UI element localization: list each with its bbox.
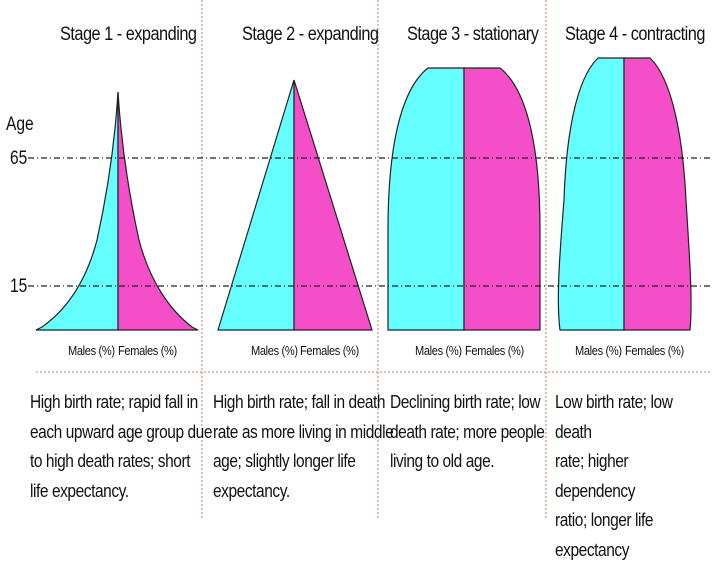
column-separators [36, 0, 712, 520]
stage-1-description: High birth rate; rapid fall in each upwa… [30, 388, 212, 506]
stage-3-description-line: death rate; more people [390, 421, 545, 442]
stage-1-description-line: each upward age group due [30, 421, 213, 442]
stage-3-males-label: Males (%) [415, 343, 462, 358]
stage-1-males-label: Males (%) [68, 343, 115, 358]
population-pyramids-diagram [28, 0, 712, 520]
pyramid-stage-1-males [35, 91, 119, 331]
pyramid-stage-4-males [557, 57, 625, 331]
age-reference-lines [28, 157, 712, 287]
pyramid-stage-2-males [217, 79, 295, 331]
stage-2-description-line: High birth rate; fall in death [213, 392, 386, 412]
age-tick-15: 15 [10, 276, 28, 297]
stage-4-description-line: Low birth rate; low death [555, 392, 673, 442]
stage-3-description-line: living to old age. [390, 451, 495, 471]
stage-3-females-label: Females (%) [465, 343, 524, 358]
pyramid-stage-3 [387, 67, 541, 331]
stage-1-description-line: life expectancy. [30, 480, 129, 501]
pyramid-stage-2-females [293, 79, 373, 331]
age-axis-label: Age [6, 114, 34, 135]
stage-2-description-line: rate as more living in middle [213, 421, 394, 442]
stage-2-description-line: expectancy. [213, 480, 290, 501]
stage-4-females-label: Females (%) [625, 343, 684, 358]
pyramid-stage-1 [35, 91, 199, 331]
stage-4-description: Low birth rate; low death rate; higher d… [555, 388, 697, 565]
pyramid-stage-4 [557, 57, 692, 331]
pyramid-stage-3-males [387, 67, 465, 331]
stage-4-title: Stage 4 - contracting [565, 24, 705, 45]
stage-1-title: Stage 1 - expanding [60, 24, 197, 45]
stage-4-males-label: Males (%) [575, 343, 622, 358]
stage-2-title: Stage 2 - expanding [242, 24, 379, 45]
stage-2-females-label: Females (%) [300, 343, 359, 358]
stage-4-description-line: rate; higher dependency [555, 451, 636, 501]
pyramid-stage-4-females [623, 57, 692, 331]
stage-1-description-line: to high death rates; short [30, 451, 191, 471]
age-tick-65: 65 [10, 148, 28, 169]
stage-2-males-label: Males (%) [251, 343, 298, 358]
stage-3-title: Stage 3 - stationary [407, 24, 539, 45]
stage-1-females-label: Females (%) [118, 343, 177, 358]
stage-2-description: High birth rate; fall in death rate as m… [213, 388, 394, 506]
pyramid-stage-1-females [117, 91, 199, 331]
pyramid-stage-3-females [463, 67, 541, 331]
stage-3-description: Declining birth rate; low death rate; mo… [390, 388, 545, 477]
stage-2-description-line: age; slightly longer life [213, 451, 356, 471]
stage-4-description-line: ratio; longer life expectancy [555, 510, 654, 560]
stage-1-description-line: High birth rate; rapid fall in [30, 392, 198, 412]
pyramid-stage-2 [217, 79, 373, 331]
stage-3-description-line: Declining birth rate; low [390, 392, 541, 412]
